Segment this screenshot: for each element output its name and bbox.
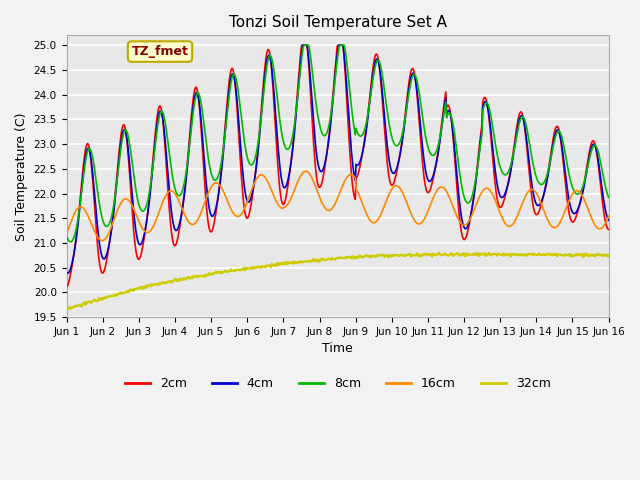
Text: TZ_fmet: TZ_fmet bbox=[132, 45, 188, 58]
X-axis label: Time: Time bbox=[322, 342, 353, 356]
Legend: 2cm, 4cm, 8cm, 16cm, 32cm: 2cm, 4cm, 8cm, 16cm, 32cm bbox=[120, 372, 556, 396]
Y-axis label: Soil Temperature (C): Soil Temperature (C) bbox=[15, 112, 28, 240]
Title: Tonzi Soil Temperature Set A: Tonzi Soil Temperature Set A bbox=[228, 15, 447, 30]
